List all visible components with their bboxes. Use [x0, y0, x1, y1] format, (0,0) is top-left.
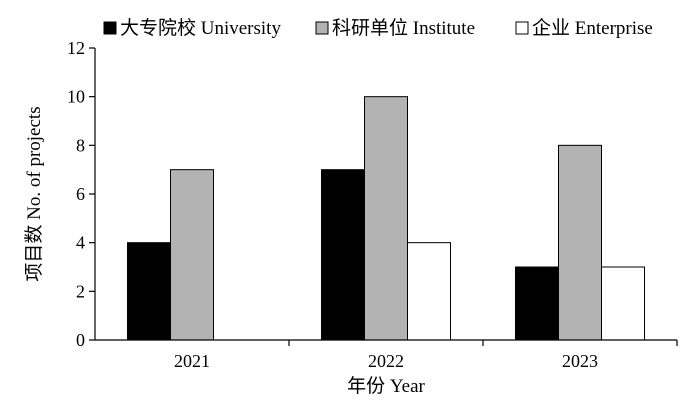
- x-tick-label: 2022: [368, 351, 404, 371]
- bar-series2-2023: [558, 144, 602, 341]
- legend: 大专院校 University 科研单位 Institute 企业 Enterpri…: [103, 17, 653, 39]
- y-axis-title: 项目数 No. of projects: [23, 106, 45, 281]
- legend-label-series2: 科研单位 Institute: [332, 17, 475, 39]
- bar-series2-2022: [364, 96, 408, 341]
- y-tick-label: 4: [76, 233, 85, 253]
- bar-series1-2022: [321, 169, 365, 341]
- y-tick-label: 8: [76, 135, 85, 155]
- x-tick-label: 2021: [174, 351, 210, 371]
- bar-series1-2021: [127, 242, 171, 341]
- y-ticks: 0 2 4 6 8 10 12: [67, 38, 95, 350]
- x-axis-title: 年份 Year: [347, 375, 425, 397]
- legend-swatch-series3: [515, 21, 529, 35]
- y-tick-label: 10: [67, 87, 85, 107]
- legend-swatch-series2: [315, 21, 329, 35]
- y-tick-label: 2: [76, 281, 85, 301]
- x-ticks: 2021 2022 2023: [174, 340, 678, 371]
- y-tick-label: 12: [67, 38, 85, 58]
- bars: [127, 96, 645, 341]
- legend-label-series3: 企业 Enterprise: [532, 17, 653, 39]
- legend-swatch-series1: [103, 21, 117, 35]
- y-tick-label: 6: [76, 184, 85, 204]
- x-tick-label: 2023: [562, 351, 598, 371]
- legend-label-series1: 大专院校 University: [120, 17, 281, 39]
- bar-series3-2022: [407, 242, 451, 341]
- bar-series2-2021: [170, 169, 214, 341]
- y-tick-label: 0: [76, 330, 85, 350]
- bar-series1-2023: [515, 266, 559, 341]
- bar-series3-2023: [601, 266, 645, 341]
